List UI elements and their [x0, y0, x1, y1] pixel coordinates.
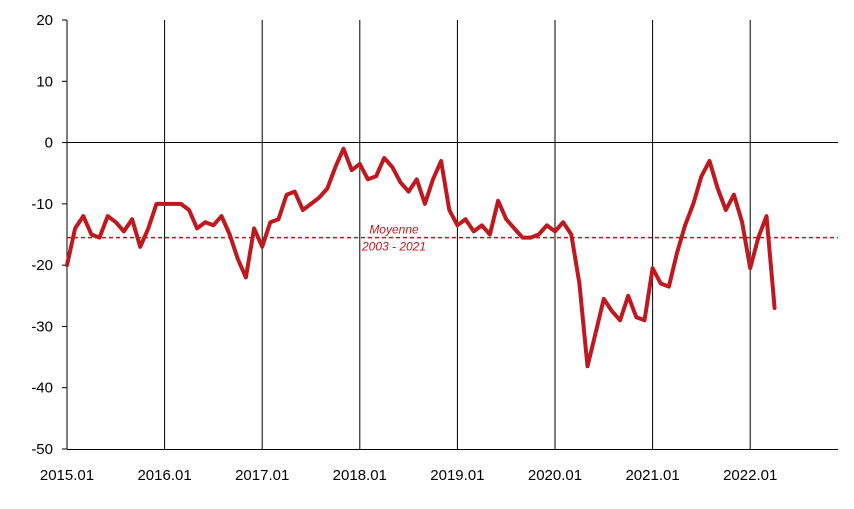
x-tick-labels: 2015.01 2016.01 2017.01 2018.01 2019.01 2020.… [40, 467, 777, 484]
y-tick-label: -10 [31, 196, 53, 213]
average-label-line2: 2003 - 2021 [361, 240, 426, 254]
y-tick-label: -40 [31, 380, 53, 397]
y-tick-label: -20 [31, 257, 53, 274]
x-tick-label: 2016.01 [137, 467, 191, 484]
y-tick-label: 20 [36, 12, 53, 29]
x-tick-label: 2015.01 [40, 467, 94, 484]
y-tick-label: 0 [45, 135, 53, 152]
y-tick-label: 10 [36, 73, 53, 90]
x-tick-label: 2017.01 [235, 467, 289, 484]
axes [66, 20, 838, 450]
y-tick-label: -50 [31, 441, 53, 458]
x-tick-label: 2018.01 [333, 467, 387, 484]
x-tick-label: 2022.01 [723, 467, 777, 484]
average-label-line1: Moyenne [369, 223, 419, 237]
series-line [65, 146, 777, 369]
x-tick-label: 2021.01 [625, 467, 679, 484]
y-tick-label: -30 [31, 318, 53, 335]
grid-lines [164, 20, 751, 449]
x-tick-label: 2019.01 [430, 467, 484, 484]
x-tick-label: 2020.01 [528, 467, 582, 484]
y-tick-labels: 20 10 0 -10 -20 -30 -40 -50 [31, 12, 67, 458]
